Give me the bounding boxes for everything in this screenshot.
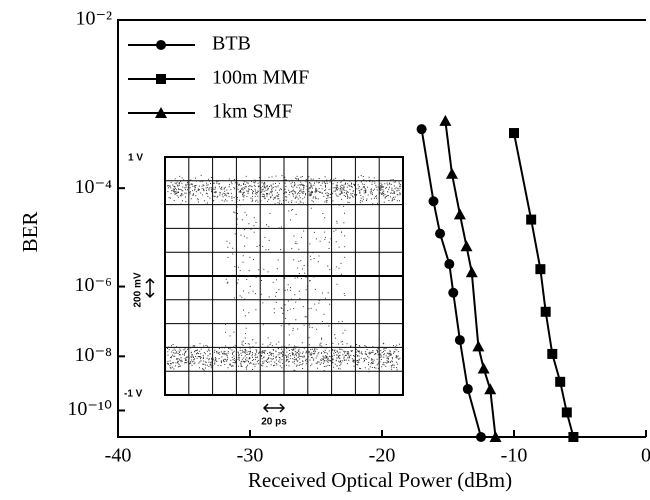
marker [541,307,551,317]
marker [460,240,472,251]
marker [526,215,536,225]
legend-marker [156,74,166,84]
legend-label: 1km SMF [212,101,293,123]
marker [417,124,427,134]
marker [444,259,454,269]
legend-label: 100m MMF [212,67,309,89]
inset-bottom-label: -1 V [124,389,143,400]
chart: 1 V -1 V 200 mV 20 ps BER Received Optic… [0,0,650,500]
legend-marker [156,40,166,50]
marker [463,384,473,394]
marker [484,383,496,394]
x-tick-label: -30 [237,445,264,467]
marker [446,168,458,179]
marker [428,196,438,206]
series-line [514,133,573,437]
marker [439,115,451,126]
marker [455,335,465,345]
marker [568,432,578,442]
legend-label: BTB [212,33,251,55]
marker [509,128,519,138]
marker [454,208,466,219]
marker [535,264,545,274]
x-tick-label: -20 [369,445,396,467]
marker [448,288,458,298]
marker [435,229,445,239]
marker [478,362,490,373]
inset-top-label: 1 V [128,153,143,164]
x-axis-label: Received Optical Power (dBm) [248,468,512,492]
marker [472,340,484,351]
x-tick-label: 0 [641,445,650,467]
marker [547,349,557,359]
y-axis-label: BER [18,212,42,253]
y-tick-label: 10⁻¹⁰ [67,398,112,420]
inset-t-scale-label: 20 ps [261,417,287,428]
marker [476,432,486,442]
y-tick-label: 10⁻⁸ [74,344,112,366]
marker [562,407,572,417]
y-tick-label: 10⁻⁴ [74,176,112,198]
marker [555,377,565,387]
x-tick-label: -40 [105,445,132,467]
inset-v-scale-label: 200 mV [133,272,144,307]
eye-diagram-inset: 1 V -1 V 200 mV 20 ps [124,153,403,428]
x-tick-label: -10 [501,445,528,467]
marker [466,266,478,277]
y-tick-label: 10⁻² [75,8,112,30]
y-tick-label: 10⁻⁶ [74,274,112,296]
